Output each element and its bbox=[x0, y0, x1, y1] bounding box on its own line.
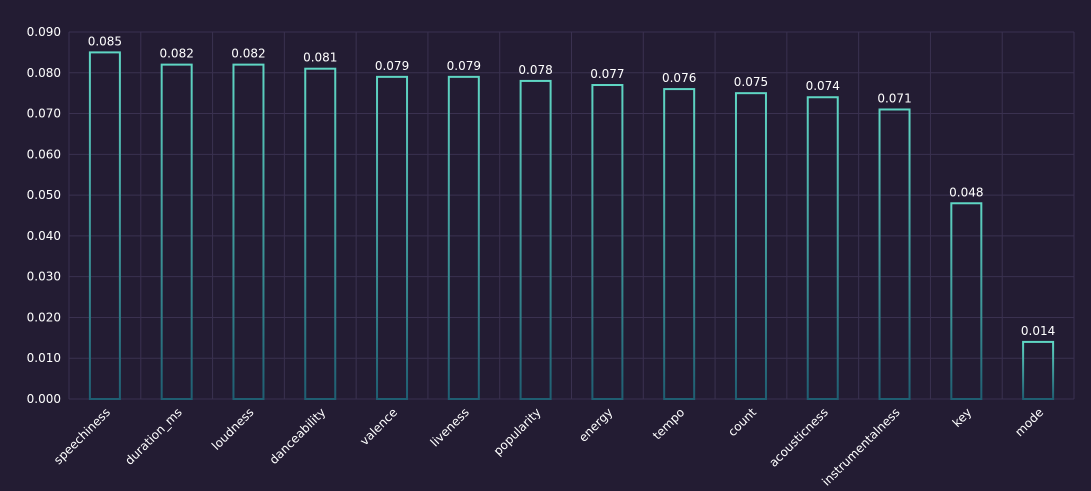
y-tick-label: 0.010 bbox=[27, 351, 61, 365]
bar-loudness bbox=[232, 63, 265, 400]
bar-key bbox=[950, 202, 983, 400]
data-label: 0.078 bbox=[518, 63, 552, 77]
data-label: 0.074 bbox=[806, 79, 840, 93]
data-label: 0.085 bbox=[88, 34, 122, 48]
bar-mode bbox=[1022, 340, 1055, 400]
x-tick-label: tempo bbox=[650, 405, 687, 442]
data-labels: 0.085 0.082 0.082 0.081 0.079 0.079 0.078 0.077… bbox=[88, 34, 1056, 338]
bar-energy bbox=[591, 84, 624, 400]
x-tick-label: instrumentalness bbox=[819, 405, 902, 488]
y-tick-label: 0.030 bbox=[27, 270, 61, 284]
bar-danceability bbox=[304, 67, 337, 400]
bar-tempo bbox=[663, 88, 696, 400]
bar-valence bbox=[376, 75, 409, 400]
x-tick-label: liveness bbox=[428, 405, 472, 449]
bar-liveness bbox=[447, 75, 480, 400]
y-axis-ticks: 0.000 0.010 0.020 0.030 0.040 0.050 0.060 0.070… bbox=[27, 25, 61, 406]
data-label: 0.081 bbox=[303, 51, 337, 65]
x-tick-label: speechiness bbox=[51, 405, 113, 467]
bar-count bbox=[734, 92, 767, 401]
x-axis-labels: speechiness duration_ms loudness danceabili… bbox=[51, 405, 1046, 489]
bar-duration_ms bbox=[160, 63, 193, 400]
y-tick-label: 0.060 bbox=[27, 147, 61, 161]
x-tick-label: acousticness bbox=[766, 405, 831, 470]
y-tick-label: 0.020 bbox=[27, 310, 61, 324]
x-tick-label: duration_ms bbox=[122, 405, 185, 468]
y-tick-label: 0.080 bbox=[27, 66, 61, 80]
x-tick-label: loudness bbox=[209, 405, 257, 453]
x-tick-label: mode bbox=[1012, 405, 1046, 439]
x-tick-label: danceability bbox=[267, 405, 329, 467]
x-tick-label: popularity bbox=[491, 405, 544, 458]
y-tick-label: 0.090 bbox=[27, 25, 61, 39]
x-tick-label: count bbox=[725, 405, 759, 439]
bar-popularity bbox=[519, 79, 552, 401]
data-label: 0.071 bbox=[877, 91, 911, 105]
data-label: 0.082 bbox=[231, 47, 265, 61]
y-tick-label: 0.070 bbox=[27, 107, 61, 121]
data-label: 0.014 bbox=[1021, 324, 1055, 338]
bar-instrumentalness bbox=[878, 108, 911, 400]
bar-acousticness bbox=[806, 96, 839, 400]
data-label: 0.077 bbox=[590, 67, 624, 81]
data-label: 0.079 bbox=[447, 59, 481, 73]
bar-speechiness bbox=[88, 51, 121, 401]
y-tick-label: 0.040 bbox=[27, 229, 61, 243]
grid bbox=[68, 31, 1075, 400]
y-tick-label: 0.050 bbox=[27, 188, 61, 202]
y-tick-label: 0.000 bbox=[27, 392, 61, 406]
data-label: 0.079 bbox=[375, 59, 409, 73]
x-tick-label: valence bbox=[357, 405, 400, 448]
data-label: 0.075 bbox=[734, 75, 768, 89]
x-tick-label: energy bbox=[576, 405, 615, 444]
data-label: 0.082 bbox=[159, 47, 193, 61]
bars bbox=[88, 51, 1055, 401]
x-tick-label: key bbox=[950, 405, 975, 430]
data-label: 0.076 bbox=[662, 71, 696, 85]
data-label: 0.048 bbox=[949, 185, 983, 199]
